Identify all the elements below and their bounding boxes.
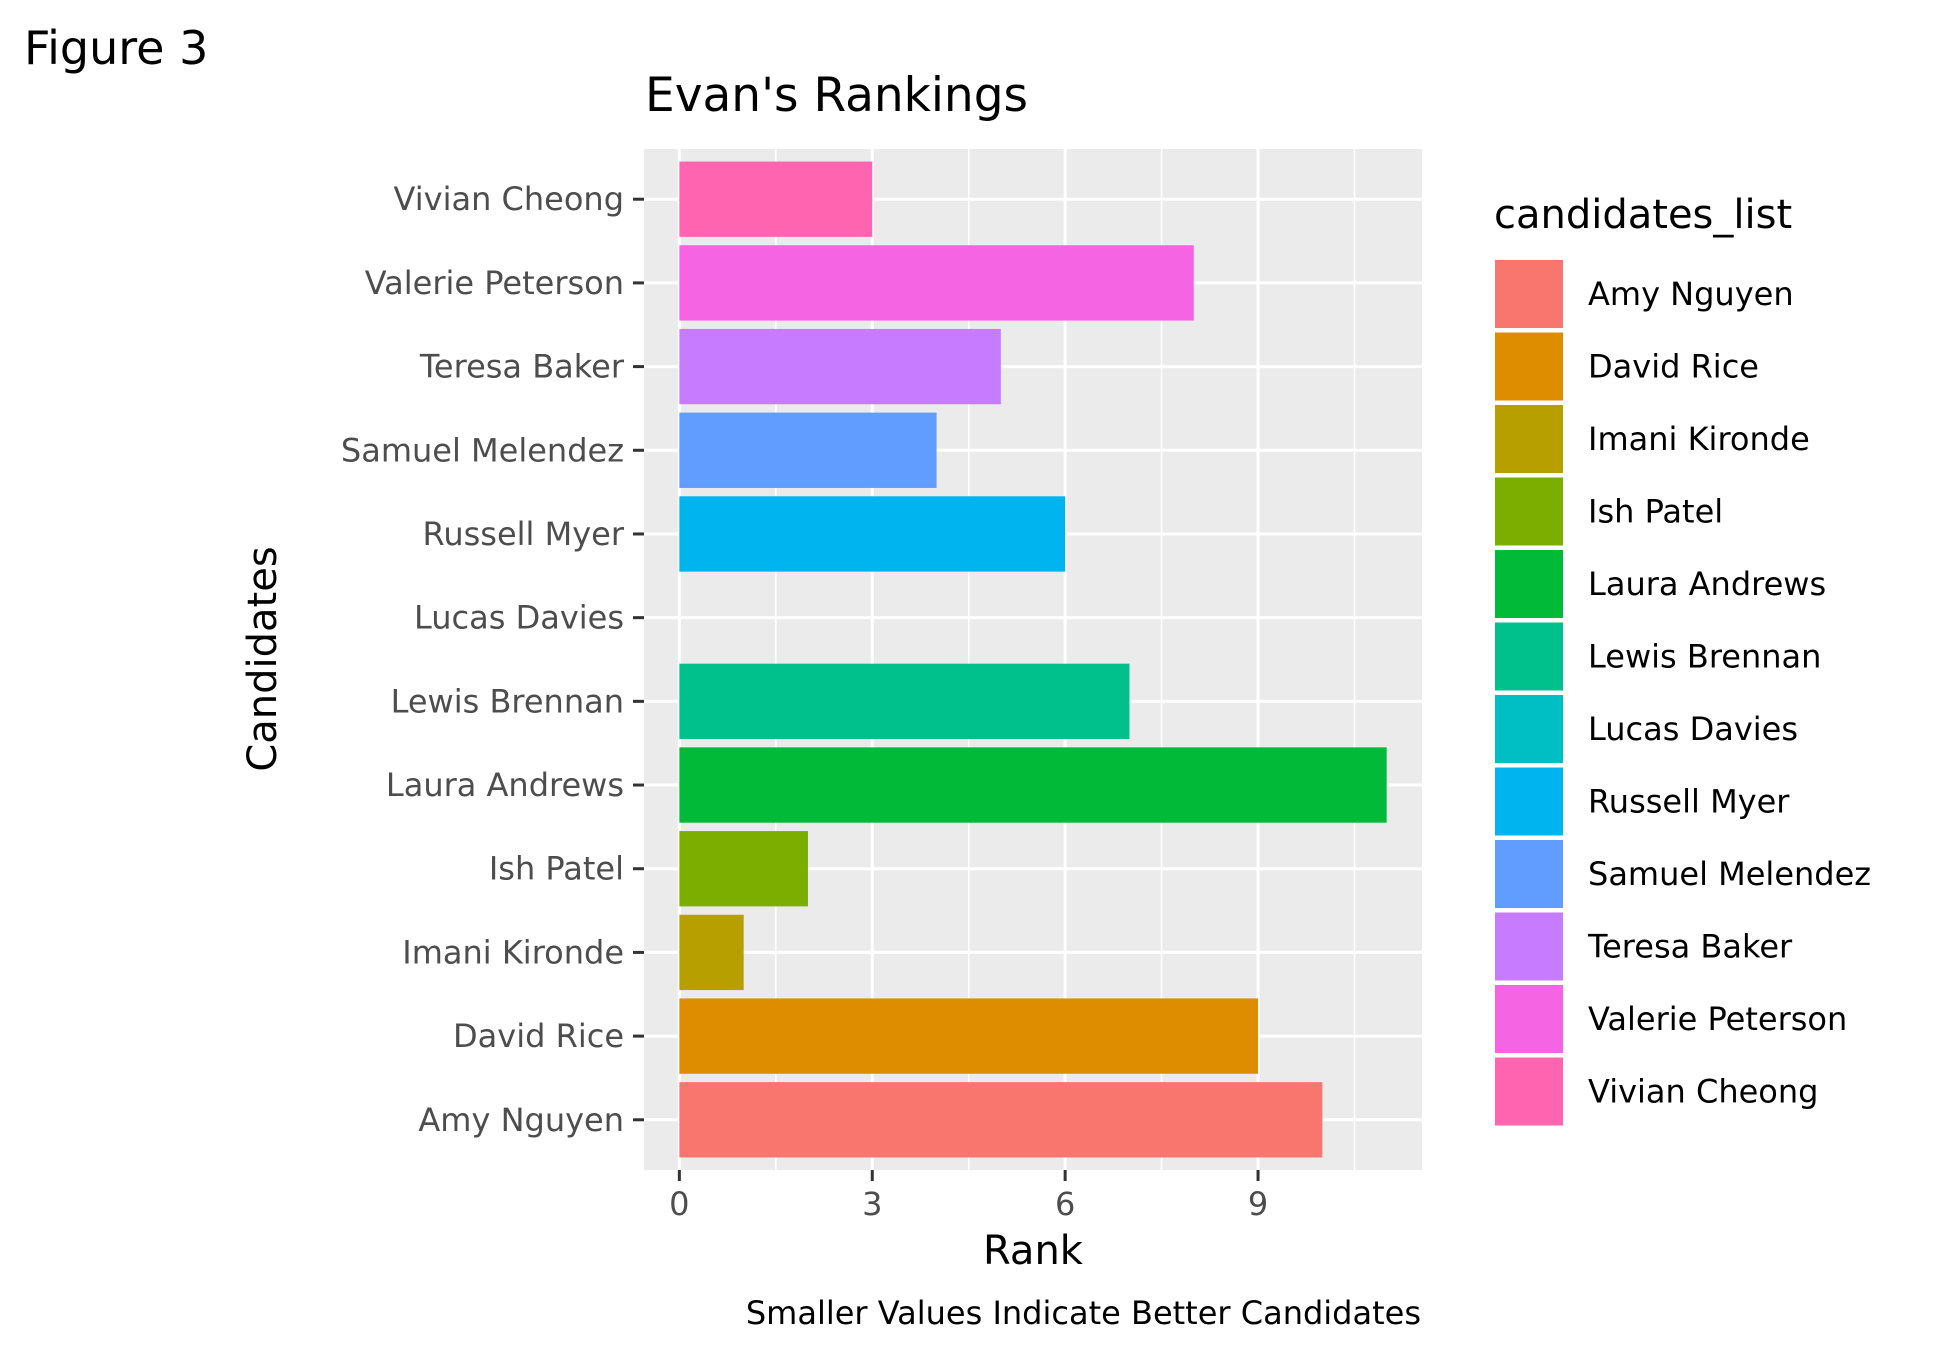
x-axis-title: Rank (983, 1228, 1084, 1274)
y-axis-ticks: Amy Nguyen David Rice Imani Kironde Ish Pat… (341, 180, 644, 1139)
x-tick-label: 6 (1055, 1185, 1075, 1223)
legend-label: Valerie Peterson (1588, 1000, 1847, 1038)
x-tick-label: 0 (669, 1185, 689, 1223)
bars (679, 161, 1387, 1158)
legend-key (1493, 258, 1565, 330)
chart-title: Evan's Rankings (645, 68, 1028, 123)
y-tick-label: Teresa Baker (419, 348, 625, 386)
legend-label: Amy Nguyen (1588, 275, 1794, 313)
bar (679, 412, 937, 488)
bar (679, 496, 1066, 572)
legend-title: candidates_list (1494, 192, 1792, 238)
y-tick-label: Samuel Melendez (341, 431, 624, 469)
y-tick-label: Laura Andrews (386, 766, 624, 804)
legend-key (1493, 910, 1565, 983)
legend-label: Samuel Melendez (1588, 855, 1871, 893)
bar (679, 328, 1001, 405)
y-tick-label: Imani Kironde (402, 933, 624, 971)
legend-label: Lucas Davies (1588, 710, 1798, 748)
legend-label: Ish Patel (1588, 493, 1723, 531)
y-tick-label: Russell Myer (423, 515, 625, 553)
legend-key (1493, 693, 1565, 765)
legend-label: Imani Kironde (1588, 420, 1810, 458)
legend-key (1493, 403, 1565, 475)
legend-label: Lewis Brennan (1588, 638, 1821, 676)
y-tick-label: Ish Patel (489, 850, 624, 888)
bar (679, 663, 1130, 740)
legend-key (1493, 1055, 1565, 1128)
x-tick-label: 3 (862, 1185, 882, 1223)
legend-key (1493, 620, 1565, 693)
legend-key (1493, 765, 1565, 838)
legend-key (1493, 475, 1565, 548)
legend-key (1493, 838, 1565, 910)
legend-label: Teresa Baker (1587, 928, 1793, 966)
y-tick-label: Valerie Peterson (365, 264, 624, 302)
bar (679, 831, 808, 907)
bar (679, 914, 744, 991)
legend-key (1493, 548, 1565, 620)
bar (679, 245, 1194, 321)
x-tick-label: 9 (1248, 1185, 1268, 1223)
bar (679, 747, 1387, 823)
chart-caption: Smaller Values Indicate Better Candidate… (746, 1294, 1421, 1332)
legend-key (1493, 983, 1565, 1055)
y-tick-label: Lucas Davies (414, 599, 624, 637)
y-axis-title: Candidates (240, 546, 286, 771)
y-tick-label: David Rice (453, 1017, 624, 1055)
y-tick-label: Amy Nguyen (418, 1101, 624, 1139)
figure-label: Figure 3 (24, 21, 208, 75)
y-tick-label: Vivian Cheong (394, 180, 624, 218)
legend-label: Vivian Cheong (1588, 1073, 1818, 1111)
bar (679, 161, 873, 237)
x-axis-ticks: 0 3 6 9 (669, 1170, 1268, 1223)
legend-label: Laura Andrews (1588, 565, 1826, 603)
y-tick-label: Lewis Brennan (391, 682, 624, 720)
legend-key (1493, 330, 1565, 403)
legend: Amy Nguyen David Rice Imani Kironde Ish Pat… (1493, 258, 1871, 1128)
legend-label: Russell Myer (1588, 783, 1790, 821)
bar (679, 1082, 1323, 1158)
bar (679, 998, 1259, 1074)
legend-label: David Rice (1588, 348, 1759, 386)
